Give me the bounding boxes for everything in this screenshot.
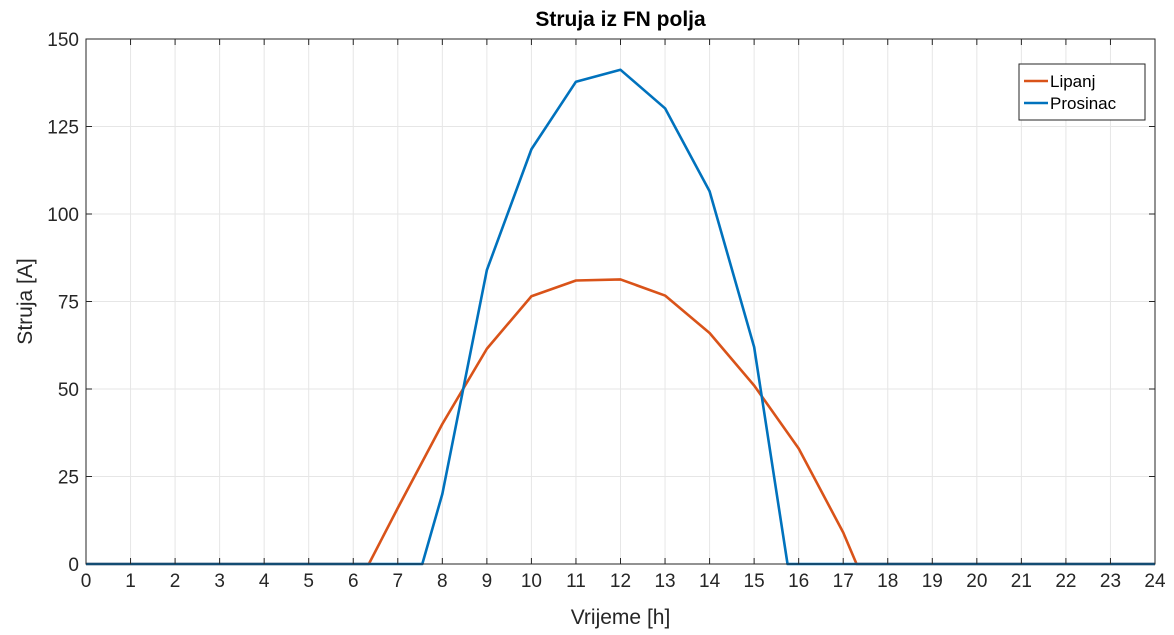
x-tick-label: 16 (788, 571, 809, 592)
chart-title: Struja iz FN polja (535, 8, 706, 31)
x-tick-label: 18 (877, 571, 898, 592)
y-tick-label: 25 (58, 468, 79, 489)
ticks: 0 1 2 3 4 5 6 7 8 9 10 11 12 13 14 15 16 17 18 19 20 21 22 23 24… (47, 30, 1166, 592)
y-tick-label: 125 (47, 118, 79, 139)
x-tick-label: 8 (437, 571, 448, 592)
x-tick-label: 20 (966, 571, 987, 592)
x-tick-label: 1 (125, 571, 136, 592)
y-tick-label: 0 (68, 555, 79, 576)
x-tick-label: 3 (214, 571, 225, 592)
x-axis-title: Vrijeme [h] (571, 606, 671, 629)
y-tick-label: 75 (58, 293, 79, 314)
x-tick-label: 12 (610, 571, 631, 592)
y-axis-title: Struja [A] (14, 258, 37, 344)
x-tick-label: 2 (170, 571, 181, 592)
legend-label-lipanj: Lipanj (1050, 72, 1095, 91)
x-tick-label: 17 (833, 571, 854, 592)
legend-label-prosinac: Prosinac (1050, 94, 1117, 113)
legend-box (1018, 63, 1146, 121)
x-tick-label: 21 (1011, 571, 1032, 592)
x-tick-label: 14 (699, 571, 721, 592)
x-tick-label: 4 (259, 571, 270, 592)
x-tick-label: 9 (482, 571, 493, 592)
x-tick-label: 22 (1055, 571, 1076, 592)
x-tick-label: 0 (81, 571, 92, 592)
y-tick-label: 50 (58, 380, 79, 401)
x-tick-label: 24 (1144, 571, 1166, 592)
x-tick-label: 19 (922, 571, 943, 592)
y-tick-label: 150 (47, 30, 79, 51)
x-tick-label: 15 (744, 571, 765, 592)
y-tick-label: 100 (47, 205, 79, 226)
x-tick-label: 13 (654, 571, 675, 592)
x-tick-label: 6 (348, 571, 359, 592)
x-tick-label: 7 (393, 571, 404, 592)
x-tick-label: 11 (566, 571, 586, 592)
legend: Lipanj Prosinac (1018, 63, 1146, 121)
x-tick-label: 10 (521, 571, 542, 592)
x-tick-label: 5 (303, 571, 314, 592)
x-tick-label: 23 (1100, 571, 1121, 592)
